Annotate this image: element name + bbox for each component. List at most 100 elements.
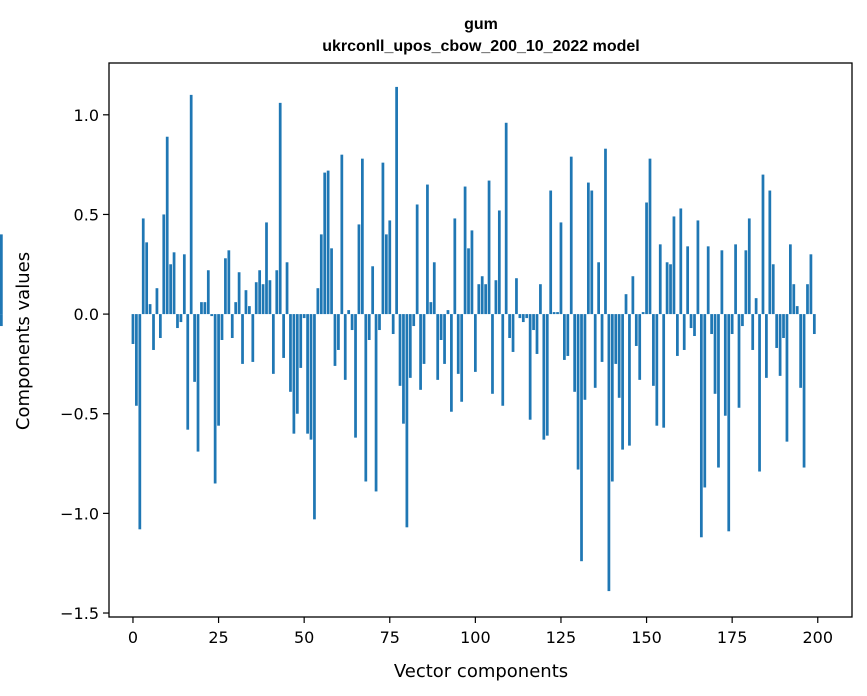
bar [230, 314, 234, 338]
x-axis-label: Vector components [394, 661, 568, 682]
bar [275, 270, 279, 315]
bar [682, 314, 686, 350]
bar [501, 314, 505, 406]
bar [169, 264, 172, 315]
bar [0, 234, 3, 315]
y-tick-label: 0.5 [74, 205, 99, 224]
y-tick-label: −1.0 [60, 504, 99, 523]
bar [282, 314, 285, 358]
chart-subtitle: ukrconll_upos_cbow_200_10_2022 model [322, 38, 639, 55]
bar [593, 314, 597, 388]
bar [402, 314, 405, 424]
bar [754, 298, 758, 315]
bar [806, 284, 809, 315]
bar [621, 314, 624, 450]
bar [378, 314, 381, 331]
bar [347, 310, 351, 315]
bar [313, 314, 316, 520]
bar [213, 314, 217, 484]
bar [189, 94, 193, 315]
bar [573, 314, 577, 392]
bar [628, 314, 631, 446]
bar [552, 312, 556, 315]
bar [610, 314, 614, 482]
bar [744, 250, 748, 315]
bar [480, 276, 484, 315]
bar [258, 270, 262, 315]
y-tick-label: −0.5 [60, 405, 99, 424]
bar [679, 208, 683, 315]
bar [771, 264, 775, 315]
bar [361, 158, 364, 315]
bar [203, 302, 207, 315]
bar [439, 314, 443, 340]
bar [172, 252, 176, 315]
bar [289, 314, 292, 392]
bar [323, 172, 327, 315]
bar [309, 314, 313, 440]
bar [782, 314, 785, 338]
bar [333, 314, 337, 366]
bar [268, 280, 272, 315]
bar [306, 314, 309, 434]
bar [429, 302, 433, 315]
chart-title: gum [464, 16, 498, 33]
bar [182, 254, 186, 315]
bar [388, 220, 392, 315]
bar [487, 180, 491, 315]
bar [135, 314, 138, 406]
bar [672, 216, 676, 315]
bar [384, 234, 388, 315]
bar [768, 190, 772, 315]
bar [539, 284, 542, 315]
bar [484, 284, 488, 315]
bar [391, 314, 395, 335]
bar [727, 314, 731, 532]
bar [758, 314, 761, 472]
bar [556, 312, 559, 315]
bar [357, 224, 361, 315]
bar [224, 258, 227, 315]
bar [583, 314, 587, 400]
x-tick-label: 100 [460, 628, 491, 647]
bar [662, 314, 666, 428]
bar [607, 314, 611, 592]
bar [525, 314, 529, 319]
bar [337, 314, 340, 350]
bar [747, 218, 751, 315]
bar [597, 262, 600, 315]
bar [645, 202, 648, 315]
bar [491, 314, 494, 394]
x-tick-label: 0 [128, 628, 138, 647]
bar [545, 314, 549, 436]
bar [699, 314, 703, 538]
bar [542, 314, 546, 440]
bar [600, 314, 604, 362]
bar [648, 158, 652, 315]
bar [193, 314, 196, 382]
x-tick-label: 200 [802, 628, 833, 647]
bar [374, 314, 378, 492]
bar [354, 314, 357, 438]
bar [292, 314, 296, 434]
bar [271, 314, 275, 374]
bar [809, 254, 813, 315]
bar [138, 314, 142, 530]
bar [494, 280, 498, 315]
bar [655, 314, 659, 426]
bar [295, 314, 299, 414]
bar [497, 210, 501, 315]
bar [559, 222, 563, 315]
y-axis-ticks: −1.5 −1.0 −0.5 0.0 0.5 1.0 [60, 106, 109, 623]
bar [367, 314, 371, 340]
bar [812, 314, 816, 335]
bar [196, 314, 200, 452]
bar [234, 302, 238, 315]
bar [737, 314, 741, 408]
bar [590, 190, 594, 315]
bar [706, 246, 710, 315]
bar [446, 310, 450, 315]
bar [456, 314, 460, 374]
bar [504, 122, 508, 315]
bar [658, 244, 662, 315]
